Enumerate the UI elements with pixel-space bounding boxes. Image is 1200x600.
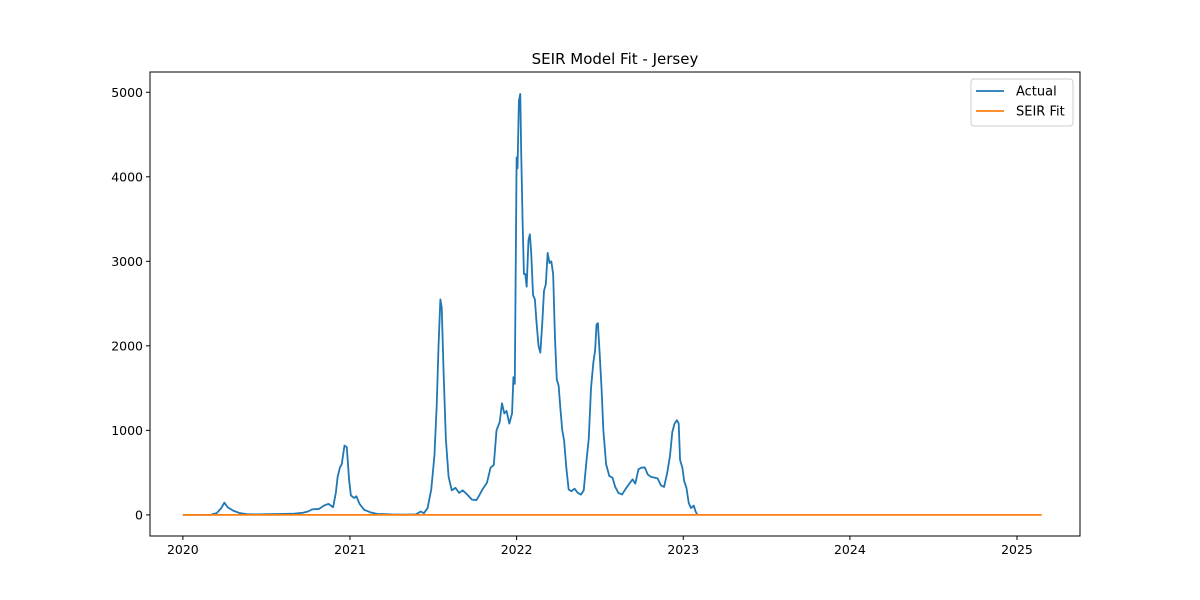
y-tick-label: 1000 [111, 423, 143, 438]
legend-label: Actual [1016, 85, 1057, 100]
y-tick-label: 4000 [111, 169, 143, 184]
x-tick-label: 2020 [167, 542, 199, 557]
axes: 2020 2021 2022 2023 2024 2025 0 1000 2000 3000 400… [111, 85, 1033, 557]
x-tick-label: 2024 [834, 542, 866, 557]
y-tick-label: 0 [135, 507, 143, 522]
y-tick-label: 5000 [111, 85, 143, 100]
legend[interactable]: Actual SEIR Fit [970, 78, 1074, 127]
x-tick-label: 2025 [1001, 542, 1033, 557]
x-tick-label: 2021 [334, 542, 366, 557]
x-tick-label: 2022 [501, 542, 533, 557]
series-line-actual [182, 93, 699, 516]
y-tick-label: 3000 [111, 254, 143, 269]
legend-label: SEIR Fit [1016, 105, 1065, 120]
chart-title: SEIR Model Fit - Jersey [532, 50, 699, 68]
y-tick-label: 2000 [111, 338, 143, 353]
x-tick-label: 2023 [667, 542, 699, 557]
plot-frame [149, 71, 1081, 537]
plot-area [182, 93, 1042, 516]
